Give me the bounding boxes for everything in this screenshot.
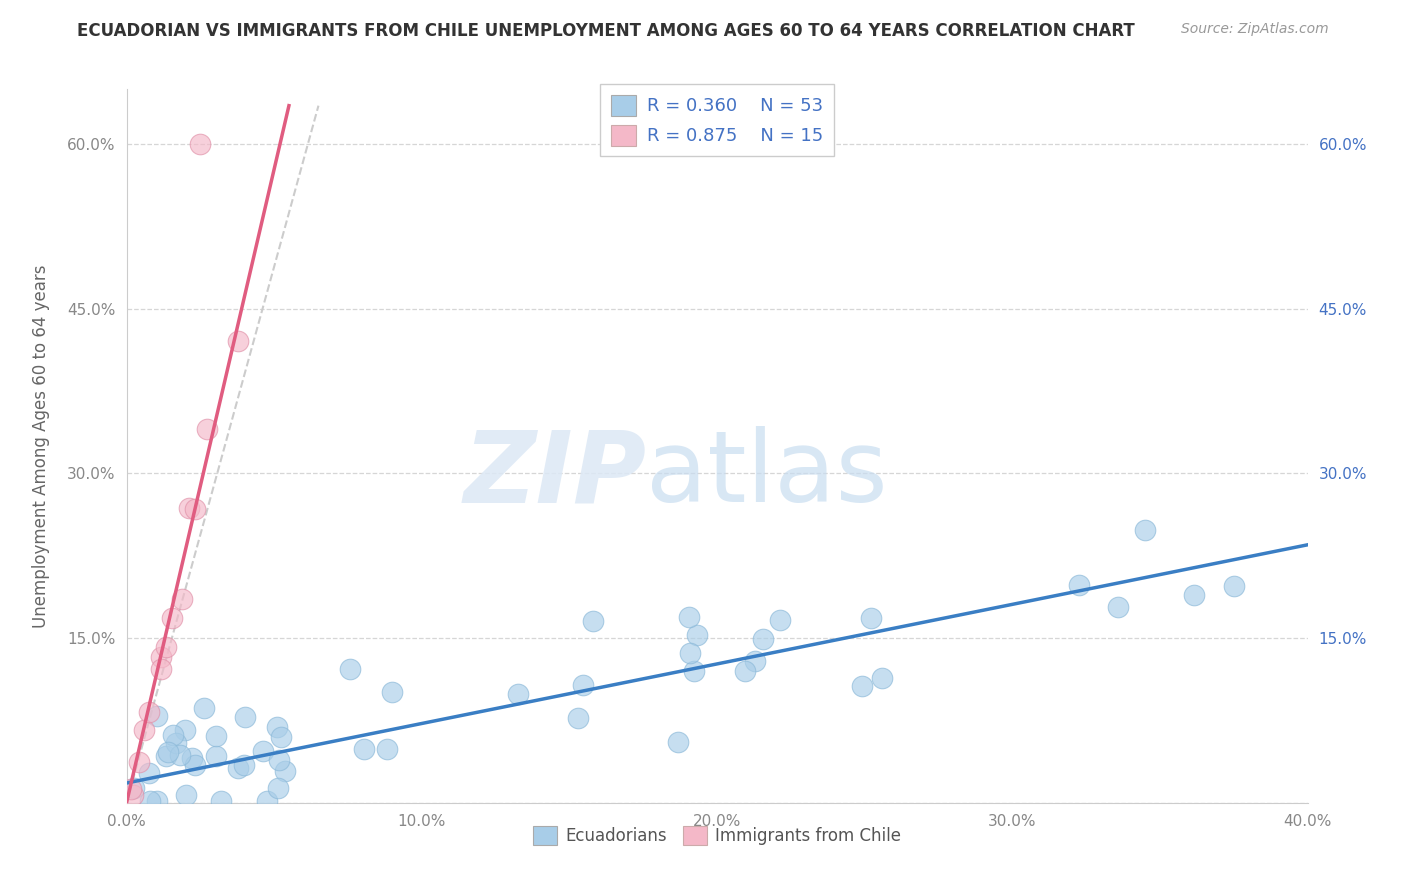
Point: [120, 781, 142, 796]
Point: [138, 766, 160, 780]
Point: [193, 701, 215, 715]
Point: [226, 761, 249, 775]
Text: ZIP: ZIP: [463, 426, 647, 523]
Point: [172, 592, 194, 607]
Point: [769, 613, 792, 627]
Point: [686, 628, 709, 642]
Point: [139, 794, 162, 808]
Point: [678, 610, 700, 624]
Point: [1133, 523, 1156, 537]
Text: ECUADORIAN VS IMMIGRANTS FROM CHILE UNEMPLOYMENT AMONG AGES 60 TO 64 YEARS CORRE: ECUADORIAN VS IMMIGRANTS FROM CHILE UNEM…: [77, 22, 1135, 40]
Point: [353, 742, 375, 756]
Point: [744, 654, 766, 668]
Point: [666, 735, 689, 749]
Point: [678, 646, 700, 660]
Point: [184, 502, 207, 516]
Point: [132, 723, 155, 738]
Point: [205, 748, 228, 763]
Point: [274, 764, 297, 779]
Point: [183, 758, 205, 772]
Point: [270, 730, 292, 744]
Point: [375, 742, 398, 756]
Point: [169, 748, 191, 763]
Point: [381, 685, 404, 699]
Point: [146, 709, 169, 723]
Point: [209, 794, 232, 808]
Point: [266, 721, 288, 735]
Point: [582, 614, 605, 628]
Point: [233, 758, 256, 772]
Point: [165, 736, 187, 750]
Point: [339, 661, 361, 675]
Y-axis label: Unemployment Among Ages 60 to 64 years: Unemployment Among Ages 60 to 64 years: [32, 264, 51, 628]
Point: [176, 788, 198, 802]
Point: [683, 664, 706, 678]
Point: [567, 711, 589, 725]
Point: [177, 501, 200, 516]
Point: [160, 611, 183, 625]
Point: [860, 611, 883, 625]
Point: [851, 679, 873, 693]
Point: [870, 671, 893, 685]
Point: [267, 780, 290, 795]
Point: [1182, 588, 1205, 602]
Point: [1069, 578, 1091, 592]
Point: [508, 687, 530, 701]
Point: [180, 750, 202, 764]
Point: [155, 640, 177, 654]
Text: atlas: atlas: [647, 426, 887, 523]
Point: [150, 663, 173, 677]
Point: [1107, 599, 1129, 614]
Point: [122, 789, 145, 803]
Point: [572, 678, 595, 692]
Point: [155, 748, 177, 763]
Point: [146, 794, 169, 808]
Point: [256, 794, 278, 808]
Point: [156, 745, 179, 759]
Point: [122, 781, 145, 796]
Point: [195, 422, 218, 436]
Point: [150, 649, 173, 664]
Point: [205, 730, 228, 744]
Point: [188, 137, 212, 152]
Point: [267, 753, 290, 767]
Point: [1223, 579, 1246, 593]
Point: [128, 755, 150, 769]
Text: Source: ZipAtlas.com: Source: ZipAtlas.com: [1181, 22, 1329, 37]
Point: [235, 710, 257, 724]
Point: [138, 705, 160, 719]
Point: [162, 728, 184, 742]
Point: [174, 723, 197, 738]
Point: [734, 664, 756, 678]
Point: [752, 632, 775, 647]
Point: [252, 744, 274, 758]
Legend: Ecuadorians, Immigrants from Chile: Ecuadorians, Immigrants from Chile: [527, 819, 907, 852]
Point: [226, 334, 249, 348]
